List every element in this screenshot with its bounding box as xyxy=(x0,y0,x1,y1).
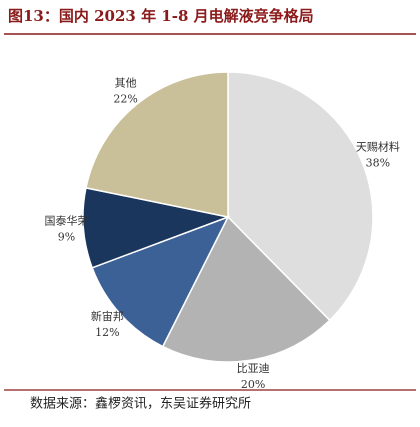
pie-slice xyxy=(161,215,331,363)
value-label: 9% xyxy=(58,231,75,244)
slice-label: 新宙邦 xyxy=(91,309,124,323)
pie-slice xyxy=(91,215,230,348)
value-label: 38% xyxy=(366,157,390,170)
value-label: 12% xyxy=(95,326,119,339)
slice-label: 其他 xyxy=(115,76,137,89)
value-label: 20% xyxy=(241,378,265,391)
slice-label: 比亚迪 xyxy=(237,362,270,375)
pie-slice xyxy=(82,186,231,269)
chart-title: 图13：国内 2023 年 1-8 月电解液竞争格局 xyxy=(8,7,314,25)
slice-label: 天赐材料 xyxy=(356,140,400,154)
pie-slice xyxy=(85,71,229,218)
pie-slice xyxy=(227,71,374,322)
source-note: 数据来源：鑫椤资讯，东吴证券研究所 xyxy=(30,396,251,412)
slice-label: 国泰华荣 xyxy=(44,214,88,228)
value-label: 22% xyxy=(113,92,137,105)
